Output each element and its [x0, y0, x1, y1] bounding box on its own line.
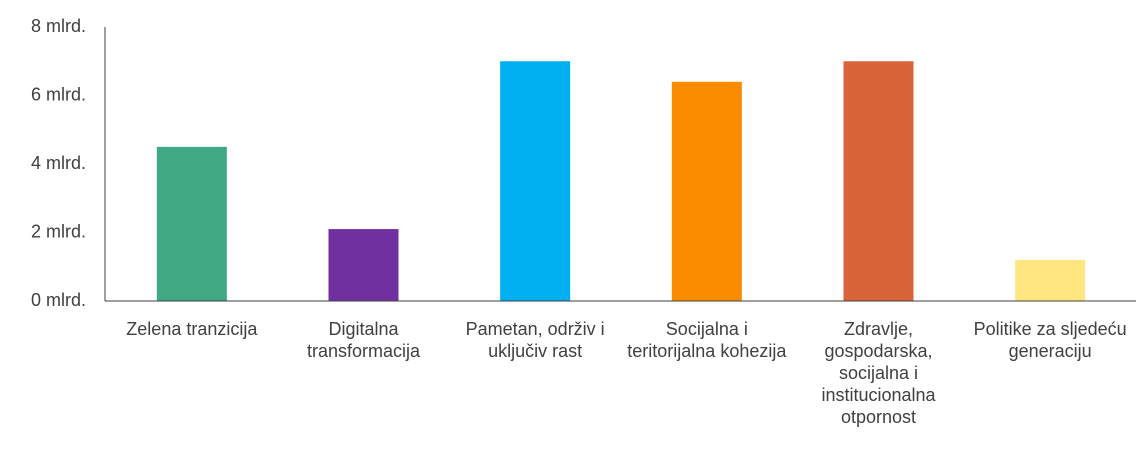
x-tick-label: Politike za sljedeću generaciju [973, 319, 1127, 361]
y-tick-label: 0 mlrd. [31, 290, 86, 310]
x-tick-label: Socijalna i teritorijalna kohezija [627, 319, 787, 361]
bar [156, 146, 227, 301]
x-tick-label: Zelena tranzicija [126, 319, 258, 339]
bar [500, 61, 571, 301]
y-tick-label: 6 mlrd. [31, 84, 86, 104]
x-tick-label: Pametan, održiv i uključiv rast [465, 319, 605, 361]
y-tick-label: 2 mlrd. [31, 221, 86, 241]
x-tick-label: Zdravlje, gospodarska, socijalna i insti… [821, 319, 936, 427]
y-tick-label: 8 mlrd. [31, 16, 86, 36]
bar [671, 81, 742, 301]
bar [1015, 259, 1086, 301]
x-tick-label: Digitalna transformacija [306, 319, 421, 361]
y-tick-label: 4 mlrd. [31, 153, 86, 173]
bar [328, 229, 399, 301]
bar [843, 61, 914, 301]
